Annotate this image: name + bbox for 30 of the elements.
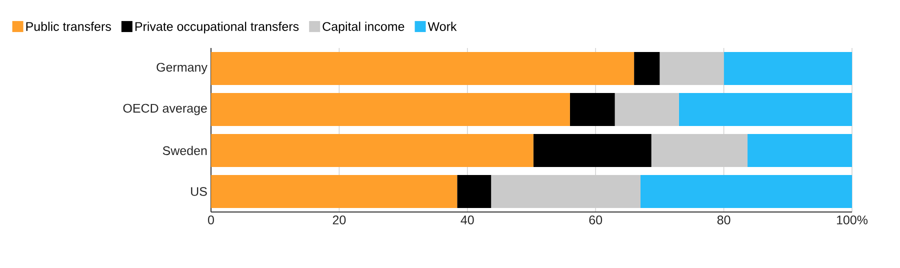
legend-label: Capital income [322, 22, 404, 34]
legend-label: Public transfers [26, 22, 111, 31]
x-tick-label: 40 [460, 216, 474, 224]
bar [724, 52, 852, 86]
bar [211, 52, 634, 86]
bar [491, 175, 640, 208]
x-tick-label: 20 [332, 216, 346, 224]
bar [211, 93, 570, 126]
bar [211, 134, 534, 167]
bar [640, 175, 852, 208]
x-tick-label: 80 [717, 216, 730, 224]
bar [457, 175, 492, 208]
bar [614, 93, 679, 126]
x-tick-label: 60 [589, 216, 602, 224]
y-tick-label: Germany [156, 62, 208, 74]
x-tick-label: 100% [836, 216, 868, 224]
legend-label: Work [428, 22, 457, 31]
y-tick-label: OECD average [123, 104, 207, 116]
bar [570, 93, 615, 126]
y-tick-label: US [191, 187, 207, 196]
bar [533, 134, 652, 167]
bar [211, 175, 458, 208]
bar [651, 134, 748, 167]
bar [660, 52, 724, 86]
bar [748, 134, 852, 167]
bar [634, 52, 660, 86]
bar [678, 93, 852, 126]
x-tick-label: 0 [208, 216, 214, 224]
y-tick-label: Sweden [162, 146, 207, 156]
legend-label: Private occupational transfers [135, 22, 299, 34]
